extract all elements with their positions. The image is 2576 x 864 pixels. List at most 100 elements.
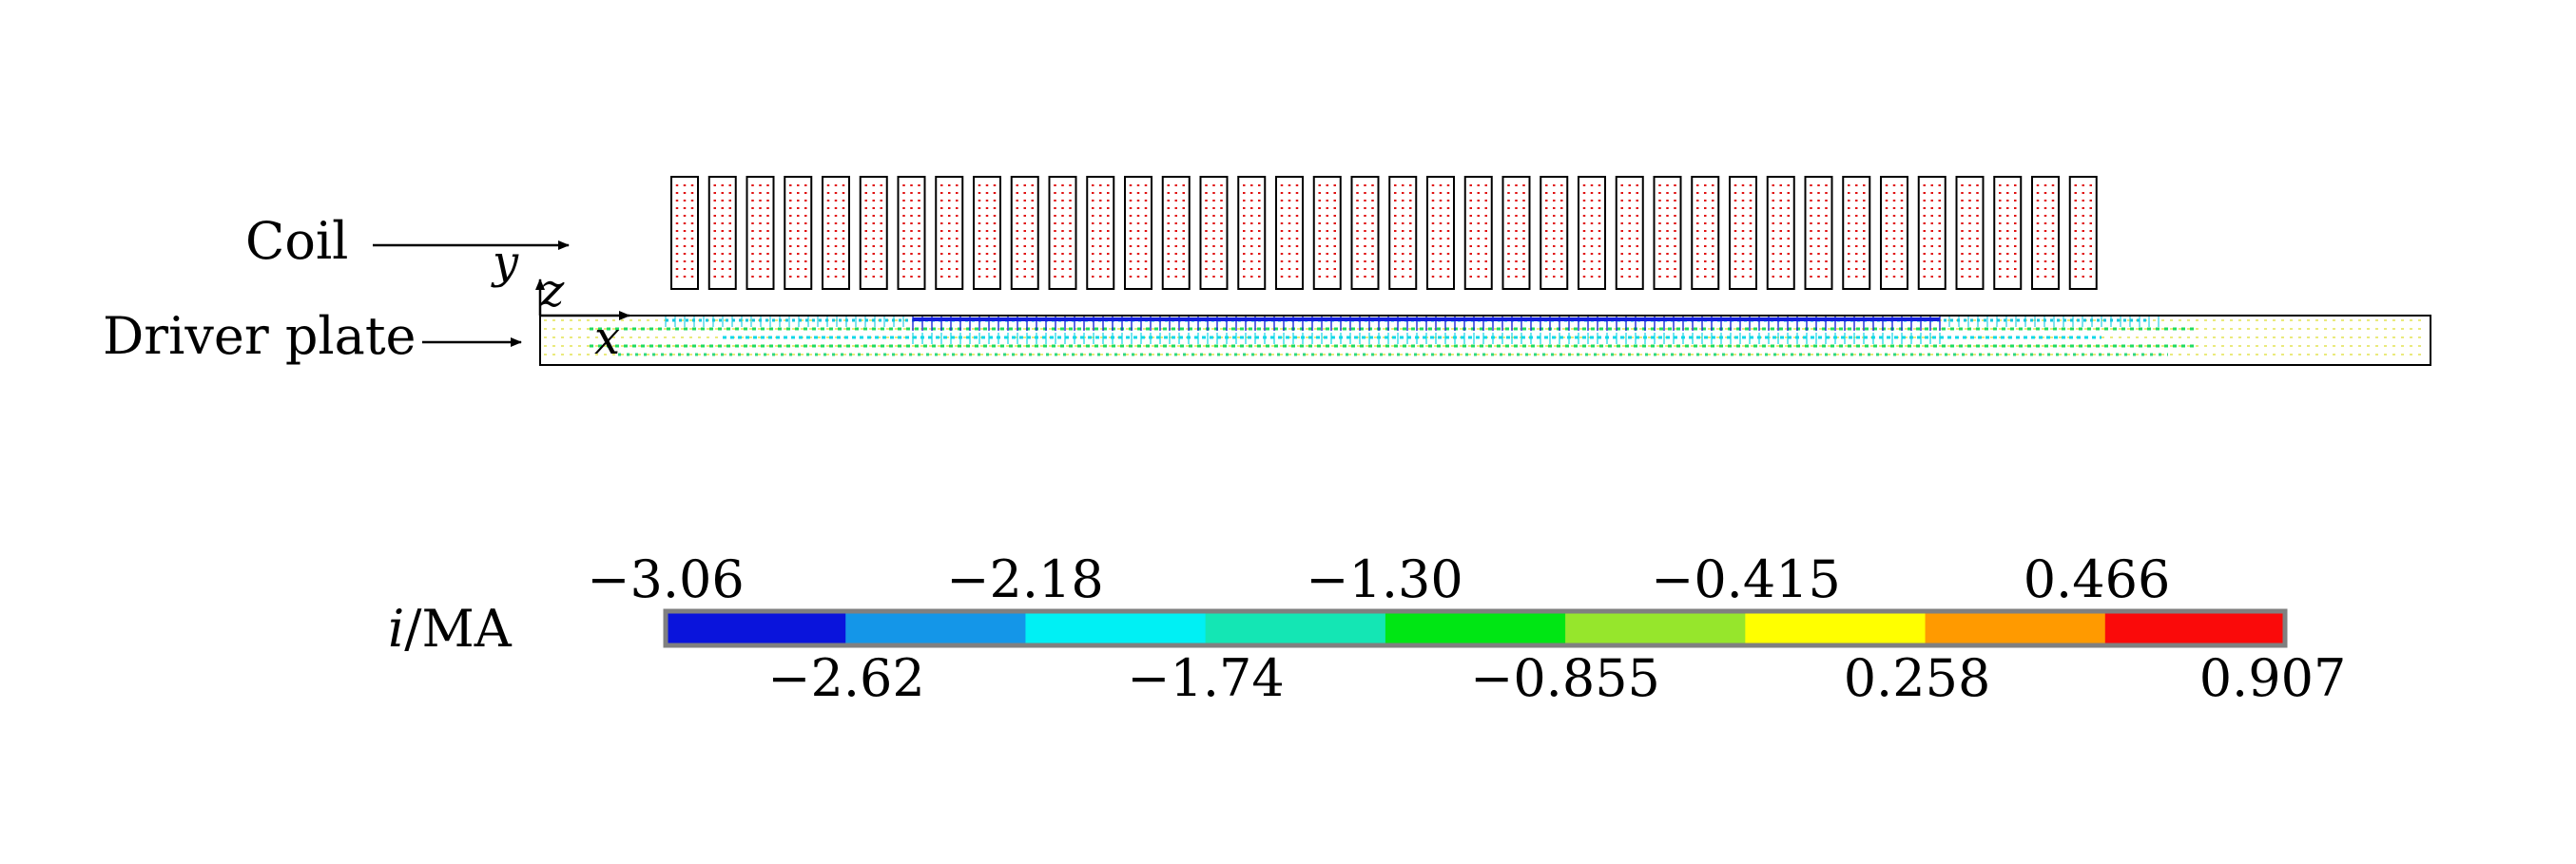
colorbar-cell (1925, 611, 2106, 645)
coil-turn (1312, 176, 1342, 290)
colorbar-frame (663, 608, 2288, 648)
colorbar-cells (666, 611, 2286, 645)
coil-turn-outline (1463, 176, 1493, 290)
coil-turn-outline (1237, 176, 1267, 290)
coil-turn-outline (1993, 176, 2023, 290)
coil-turn-outline (1388, 176, 1418, 290)
colorbar-cell (1745, 611, 1927, 645)
colorbar-tick-label: −2.62 (767, 648, 924, 708)
coil-turn-outline (1615, 176, 1644, 290)
colorbar-lower-ticks: −2.62 −1.74 −0.855 0.258 0.907 (767, 648, 2346, 708)
coil-turn (1578, 176, 1606, 290)
callouts: Coil Driver plate (103, 211, 570, 366)
coil-turn-outline (1578, 176, 1606, 290)
coil-turn (897, 176, 926, 290)
coil-turn (1615, 176, 1644, 290)
colorbar-unit: /MA (404, 599, 512, 659)
coil-turn (707, 176, 737, 290)
colorbar-quantity: i (388, 599, 404, 659)
coil-turn-outline (1653, 176, 1682, 290)
coil-turn (1917, 176, 1947, 290)
coil-turn (1086, 176, 1115, 290)
coil-turn-outline (1880, 176, 1908, 290)
coil-turn-outline (1048, 176, 1077, 290)
colorbar: i/MA −3.06 −2.18 −1.30 −0.415 0.466 −2.62 −1.… (388, 549, 2346, 708)
coil-turn-outline (2068, 176, 2098, 290)
colorbar-tick-label: −1.30 (1306, 549, 1462, 609)
coil-turn-outline (1161, 176, 1191, 290)
colorbar-tick-label: 0.907 (2199, 648, 2347, 708)
coil-turn-outline (1691, 176, 1720, 290)
axis-triad: y z x (491, 236, 630, 365)
coil-turn (1691, 176, 1720, 290)
current-density-vectors (544, 317, 2427, 356)
coil-turn (1388, 176, 1418, 290)
coil-turn-outline (746, 176, 775, 290)
colorbar-tick-label: −3.06 (587, 549, 744, 609)
coil-turn-outline (784, 176, 813, 290)
coil-turn-outline (1955, 176, 1985, 290)
coil-turn (1804, 176, 1833, 290)
colorbar-cell (845, 611, 1026, 645)
coil-turn-outline (822, 176, 850, 290)
coil-turns (670, 176, 2098, 290)
coil-turn (1199, 176, 1229, 290)
coil-turn (1501, 176, 1531, 290)
coil-turn (2031, 176, 2060, 290)
coil-turn-outline (1804, 176, 1833, 290)
coil-turn-outline (1275, 176, 1304, 290)
coil-turn (1993, 176, 2023, 290)
driver-plate-outline (539, 315, 2431, 366)
colorbar-tick-label: −0.415 (1651, 549, 1841, 609)
coil-turn-outline (707, 176, 737, 290)
coil-turn (859, 176, 888, 290)
coil-turn (1161, 176, 1191, 290)
coil-turn-outline (1124, 176, 1152, 290)
coil-turn-outline (1540, 176, 1569, 290)
coil-turn-outline (1312, 176, 1342, 290)
colorbar-tick-label: 0.466 (2024, 549, 2171, 609)
coil-turn-outline (973, 176, 1001, 290)
coil-turn-outline (670, 176, 699, 290)
coil-turn-outline (1766, 176, 1795, 290)
coil-turn (1955, 176, 1985, 290)
colorbar-tick-label: −0.855 (1470, 648, 1660, 708)
colorbar-upper-ticks: −3.06 −2.18 −1.30 −0.415 0.466 (587, 549, 2170, 609)
colorbar-title: i/MA (388, 599, 513, 659)
coil-turn (1653, 176, 1682, 290)
coil-turn-outline (897, 176, 926, 290)
coil-turn-outline (1199, 176, 1229, 290)
coil-turn-outline (935, 176, 964, 290)
coil-turn (1010, 176, 1039, 290)
colorbar-cell (1565, 611, 1746, 645)
coil-label: Coil (245, 211, 348, 271)
colorbar-cell (1205, 611, 1386, 645)
axis-x-label: x (594, 312, 620, 365)
coil-turn (1275, 176, 1304, 290)
colorbar-tick-label: −1.74 (1127, 648, 1284, 708)
colorbar-tick-label: −2.18 (946, 549, 1103, 609)
axis-y-label: y (491, 236, 519, 289)
coil-turn (1048, 176, 1077, 290)
coil-turn (1237, 176, 1267, 290)
axis-z-label: z (539, 264, 565, 317)
coil-turn (1463, 176, 1493, 290)
colorbar-cell (1025, 611, 1207, 645)
coil-turn-outline (1917, 176, 1947, 290)
coil-turn-outline (2031, 176, 2060, 290)
coil-turn (2068, 176, 2098, 290)
coil-turn (1842, 176, 1871, 290)
colorbar-cell (1385, 611, 1566, 645)
coil-turn-outline (1010, 176, 1039, 290)
coil-turn (1350, 176, 1380, 290)
coil-turn (1124, 176, 1152, 290)
coil-turn (746, 176, 775, 290)
coil-turn (935, 176, 964, 290)
coil-turn (1540, 176, 1569, 290)
coil-turn (822, 176, 850, 290)
coil-turn (1729, 176, 1757, 290)
colorbar-cell (2104, 611, 2286, 645)
colorbar-tick-label: 0.258 (1844, 648, 1991, 708)
coil-turn (784, 176, 813, 290)
